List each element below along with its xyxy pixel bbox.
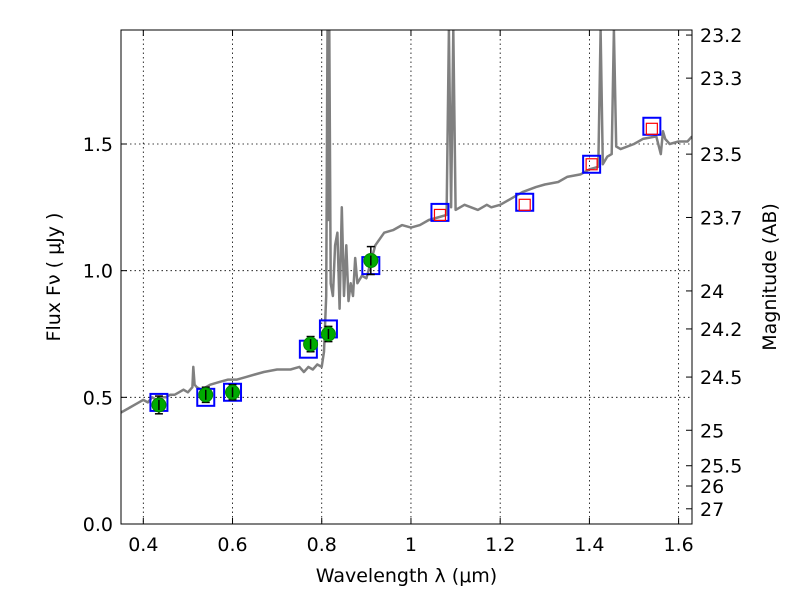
mag-tick-label: 23.5	[700, 144, 742, 166]
spectrum-line	[121, 30, 692, 414]
mag-tick-label: 23.7	[700, 207, 742, 229]
mag-tick-label: 27	[700, 499, 724, 521]
y-tick-label: 1.5	[83, 134, 113, 156]
mag-tick-label: 24.2	[700, 319, 742, 341]
x-tick-label: 1.6	[664, 534, 694, 556]
mag-tick-label: 25	[700, 420, 724, 442]
mag-tick-label: 26	[700, 476, 724, 498]
upper-limit-marker	[645, 122, 658, 135]
mag-tick-label: 24.5	[700, 367, 742, 389]
y-tick-label: 0.0	[83, 514, 113, 536]
model-flux-marker	[582, 154, 602, 174]
plot-frame	[120, 29, 693, 525]
x-axis-title: Wavelength λ (μm)	[316, 565, 497, 587]
series-layer	[121, 30, 692, 415]
x-tick-label: 0.4	[128, 534, 158, 556]
upper-limit-marker	[433, 208, 447, 222]
y-tick-label: 1.0	[83, 261, 113, 283]
x-tick-label: 0.8	[307, 534, 337, 556]
upper-limit-marker	[585, 158, 598, 171]
mag-tick-label: 25.5	[700, 456, 742, 478]
mag-tick-label: 24	[700, 281, 724, 303]
ticks-layer: 0.4 0.6 0.8 1 1.2 1.4 1.6 0.0 0.5 1.0 1.5 23.2 23.3 2…	[83, 25, 743, 556]
x-tick-label: 0.6	[217, 534, 247, 556]
y2-axis-title: Magnitude (AB)	[759, 203, 781, 351]
y-axis-title: Flux Fν ( μJy )	[43, 213, 65, 342]
upper-limit-marker	[518, 198, 531, 211]
x-tick-label: 1	[405, 534, 417, 556]
y-tick-label: 0.5	[83, 387, 113, 409]
mag-tick-label: 23.2	[700, 25, 742, 47]
mag-tick-label: 23.3	[700, 68, 742, 90]
grid-layer	[121, 30, 692, 525]
x-tick-label: 1.4	[574, 534, 604, 556]
model-flux-marker	[223, 382, 243, 402]
x-tick-label: 1.2	[485, 534, 515, 556]
